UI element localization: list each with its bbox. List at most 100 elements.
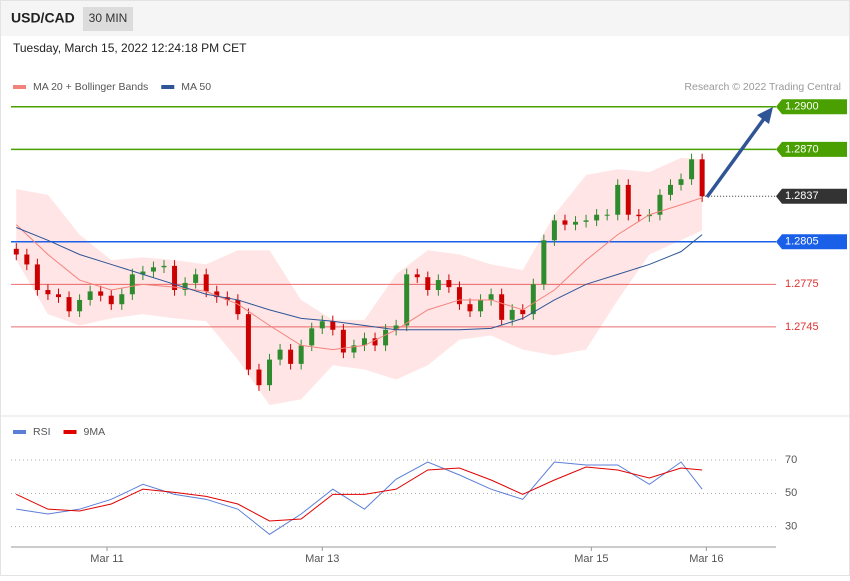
candle-body — [45, 290, 51, 295]
candle-body — [235, 299, 241, 315]
legend-swatch — [13, 85, 26, 89]
moving-average — [16, 227, 703, 331]
x-tick-label: Mar 16 — [689, 553, 723, 565]
credit: Research © 2022 Trading Central — [684, 81, 841, 93]
candle-body — [340, 329, 346, 353]
candle-body — [267, 359, 273, 386]
candle-body — [298, 345, 304, 364]
candle-body — [108, 295, 114, 305]
candle-body — [604, 214, 610, 216]
candle-body — [372, 338, 378, 346]
candle-body — [414, 274, 420, 278]
candle-body — [393, 325, 399, 330]
candle-body — [404, 274, 410, 326]
candle-body — [351, 345, 357, 353]
candle-body — [214, 291, 220, 298]
legend-swatch — [13, 430, 26, 434]
level-label: 1.2805 — [785, 236, 819, 248]
candle-body — [13, 248, 19, 255]
candle-body — [182, 282, 188, 290]
level-label: 1.2775 — [785, 278, 819, 290]
candle-body — [24, 254, 30, 265]
level-label: 1.2900 — [785, 101, 819, 113]
candle-body — [520, 309, 526, 315]
legend-label: MA 50 — [181, 81, 211, 93]
candle-body — [150, 267, 156, 272]
candle-body — [699, 159, 705, 197]
candle-body — [689, 159, 695, 180]
candle-body — [119, 294, 125, 305]
candle-body — [319, 321, 325, 329]
candle-body — [77, 299, 83, 312]
candle-body — [277, 349, 283, 360]
legend-swatch — [161, 85, 175, 89]
candle-body — [467, 304, 473, 312]
forecast-arrowhead — [757, 107, 773, 124]
timestamp: Tuesday, March 15, 2022 12:24:18 PM CET — [13, 41, 247, 55]
candle-body — [203, 274, 209, 292]
candle-body — [435, 280, 441, 290]
candle-body — [288, 349, 294, 364]
candle-body — [646, 214, 652, 217]
candle-body — [678, 179, 684, 185]
candle-body — [636, 214, 642, 217]
legend-label: 9MA — [84, 426, 106, 438]
y-tick-label: 70 — [785, 454, 797, 466]
candle-body — [245, 314, 251, 370]
x-tick-label: Mar 13 — [305, 553, 339, 565]
level-label: 1.2745 — [785, 321, 819, 333]
candle-body — [562, 220, 568, 225]
candle-body — [583, 220, 589, 222]
candle-body — [509, 309, 515, 320]
candle-body — [499, 294, 505, 320]
legend-label: RSI — [33, 426, 51, 438]
candle-body — [667, 184, 673, 195]
candle-body — [309, 328, 315, 346]
symbol: USD/CAD — [11, 10, 75, 26]
candle-body — [256, 369, 262, 386]
level-label-box — [776, 141, 847, 157]
legend-label: MA 20 + Bollinger Bands — [33, 81, 148, 93]
candle-body — [456, 287, 462, 305]
candle-body — [161, 265, 167, 268]
candle-body — [615, 184, 621, 215]
candle-body — [330, 321, 336, 330]
candle-body — [530, 284, 536, 315]
candle-body — [87, 291, 93, 300]
interval-badge — [83, 7, 133, 31]
level-label-box — [776, 99, 847, 115]
candle-body — [66, 297, 72, 312]
candle-body — [193, 274, 199, 283]
moving-average — [15, 197, 703, 351]
level-label-box — [776, 188, 847, 204]
legend-swatch — [63, 430, 77, 434]
candle-body — [541, 240, 547, 285]
header-bar — [1, 1, 849, 36]
interval: 30 MIN — [89, 11, 128, 25]
candle-body — [361, 338, 367, 346]
level-label-box — [776, 234, 847, 250]
candle-body — [55, 294, 61, 298]
y-tick-label: 30 — [785, 521, 797, 533]
level-label: 1.2870 — [785, 143, 819, 155]
forecast-arrow — [705, 114, 768, 199]
candle-body — [140, 271, 146, 275]
x-tick-label: Mar 15 — [574, 553, 608, 565]
level-label: 1.2837 — [785, 190, 819, 202]
candle-body — [488, 294, 494, 300]
candle-body — [446, 280, 452, 288]
y-tick-label: 50 — [785, 487, 797, 499]
candle-body — [129, 274, 135, 295]
candle-body — [172, 265, 178, 290]
candle-body — [98, 291, 104, 296]
candle-body — [573, 221, 579, 225]
rsi-line — [16, 466, 703, 522]
bollinger-band — [16, 157, 703, 406]
candle-body — [657, 194, 663, 215]
x-tick-label: Mar 11 — [90, 553, 123, 565]
candle-body — [34, 264, 40, 290]
candle-body — [383, 329, 389, 346]
candle-body — [551, 220, 557, 241]
candle-body — [625, 184, 631, 215]
